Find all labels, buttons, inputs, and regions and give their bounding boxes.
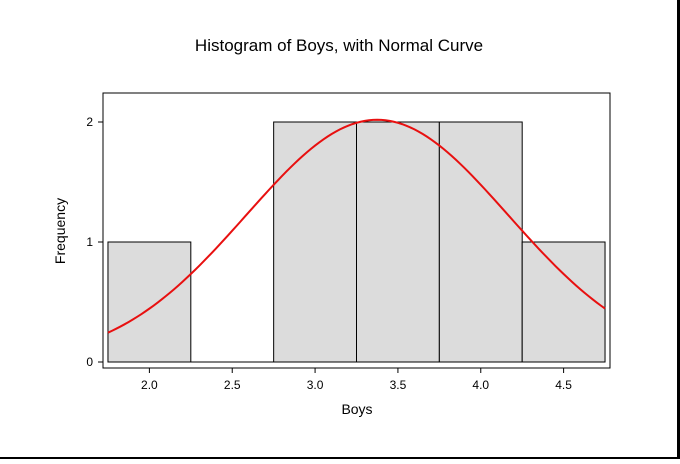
plot-frame xyxy=(102,92,611,369)
normal-curve xyxy=(107,118,606,334)
window-edge-right xyxy=(677,0,680,459)
histogram-bar xyxy=(356,121,440,363)
bars-layer xyxy=(107,121,606,363)
x-tick-label: 4.5 xyxy=(555,378,572,392)
x-tick-label: 3.5 xyxy=(390,378,407,392)
x-axis-label: Boys xyxy=(341,401,372,417)
y-axis-label: Frequency xyxy=(52,198,68,264)
chart-title: Histogram of Boys, with Normal Curve xyxy=(195,36,483,55)
y-tick-label: 1 xyxy=(86,235,93,249)
y-tick-label: 0 xyxy=(86,355,93,369)
y-axis: 0 1 2 xyxy=(86,115,103,369)
histogram-bar xyxy=(273,121,357,363)
y-tick-label: 2 xyxy=(86,115,93,129)
curve-layer xyxy=(107,118,606,334)
histogram-bar xyxy=(521,241,606,363)
histogram-bar xyxy=(107,241,192,363)
window-edge-bottom xyxy=(0,457,680,459)
x-tick-label: 2.0 xyxy=(141,378,158,392)
x-tick-label: 2.5 xyxy=(224,378,241,392)
x-tick-label: 3.0 xyxy=(307,378,324,392)
histogram-bar xyxy=(438,121,523,363)
x-axis: 2.0 2.5 3.0 3.5 4.0 4.5 xyxy=(141,368,572,392)
x-tick-label: 4.0 xyxy=(472,378,489,392)
